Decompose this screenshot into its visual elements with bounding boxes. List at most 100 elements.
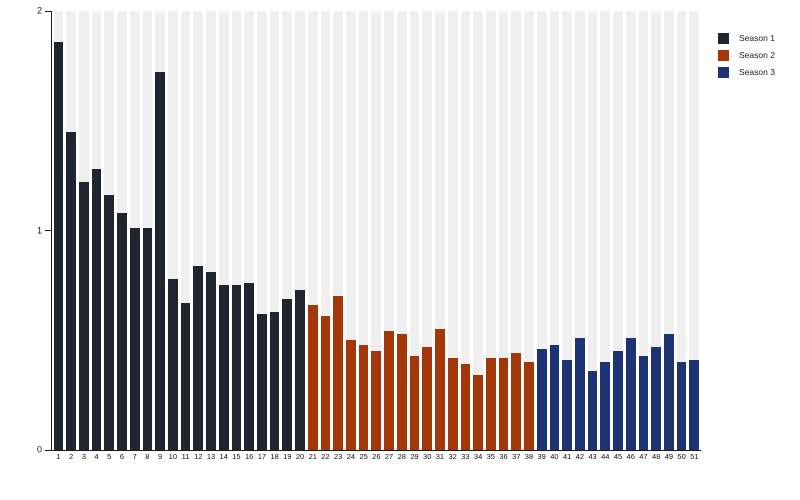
bar [625, 338, 636, 450]
category-band [320, 11, 331, 450]
category-band [231, 11, 242, 450]
x-tick-label: 8 [145, 452, 150, 461]
bar [78, 182, 89, 450]
category-band [409, 11, 420, 450]
bar-column [319, 11, 332, 450]
bar-column [650, 11, 663, 450]
category-band [180, 11, 191, 450]
bar-column [637, 11, 650, 450]
bar [384, 331, 394, 450]
bar [447, 357, 458, 450]
bar [524, 362, 534, 450]
legend-swatch-season-1 [718, 32, 729, 44]
x-tick-label: 28 [397, 452, 406, 461]
bar-column [548, 11, 561, 450]
category-band [396, 11, 407, 450]
y-tick-label: 2 [36, 5, 42, 16]
x-tick-label: 31 [435, 452, 445, 461]
x-tick-label: 33 [461, 452, 470, 461]
category-band [257, 11, 267, 450]
y-tick-mark [45, 10, 51, 12]
category-band [193, 11, 204, 450]
x-tick-label: 7 [132, 452, 137, 461]
category-band [218, 11, 229, 450]
plot-area [51, 11, 701, 451]
category-band [167, 11, 178, 450]
category-band [498, 11, 509, 450]
bar-column [497, 11, 510, 450]
x-tick-label: 22 [321, 452, 330, 461]
category-band [447, 11, 458, 450]
y-axis-ticks [45, 10, 51, 451]
category-band [638, 11, 649, 450]
category-band [384, 11, 394, 450]
category-band [562, 11, 572, 450]
x-tick-label: 34 [473, 452, 483, 461]
bar [333, 296, 344, 450]
x-tick-label: 36 [499, 452, 508, 461]
legend-label-season-2: Season 2 [739, 49, 775, 60]
bar-column [484, 11, 497, 450]
bar-column [65, 11, 78, 450]
bar-column [243, 11, 256, 450]
bar-column [624, 11, 637, 450]
category-band [524, 11, 534, 450]
bar [371, 351, 382, 450]
bar [511, 353, 522, 450]
bar-column [268, 11, 281, 450]
category-band [651, 11, 661, 450]
bar-column [256, 11, 269, 450]
legend-label-season-3: Season 3 [739, 66, 775, 77]
x-tick-label: 3 [81, 452, 86, 461]
category-band [269, 11, 280, 450]
category-band [485, 11, 496, 450]
bar-column [523, 11, 536, 450]
x-tick-label: 13 [206, 452, 216, 461]
bar [142, 228, 153, 450]
bar-column [281, 11, 294, 450]
x-tick-label: 51 [690, 452, 699, 461]
category-band [307, 11, 318, 450]
bar-column [230, 11, 243, 450]
bar [66, 131, 76, 450]
bar-column [675, 11, 688, 450]
bar [358, 344, 369, 450]
y-tick-mark [45, 449, 51, 451]
bar-column [535, 11, 548, 450]
x-tick-label: 23 [334, 452, 343, 461]
x-tick-label: 18 [270, 452, 279, 461]
category-band [664, 11, 674, 450]
x-tick-label: 42 [575, 452, 584, 461]
category-band [625, 11, 636, 450]
bar [409, 355, 420, 450]
x-tick-label: 1 [56, 452, 61, 461]
bar [613, 351, 623, 450]
category-band [511, 11, 522, 450]
bar [422, 346, 433, 450]
bar-column [510, 11, 523, 450]
x-tick-label: 35 [486, 452, 495, 461]
category-band [206, 11, 216, 450]
category-band [587, 11, 598, 450]
bar [396, 333, 407, 450]
x-tick-label: 12 [194, 452, 203, 461]
legend-item-season-3: Season 3 [718, 66, 775, 78]
bar [155, 72, 165, 450]
legend-label-season-1: Season 1 [739, 32, 775, 43]
x-tick-label: 44 [601, 452, 610, 461]
bar [587, 370, 598, 450]
bar-column [573, 11, 586, 450]
bar [485, 357, 496, 450]
bar [231, 285, 242, 450]
x-tick-label: 15 [232, 452, 241, 461]
bar [435, 329, 445, 450]
bar-column [306, 11, 319, 450]
x-tick-label: 10 [168, 452, 177, 461]
x-tick-label: 5 [107, 452, 112, 461]
x-tick-label: 32 [448, 452, 457, 461]
bar [218, 285, 229, 450]
bar [562, 360, 572, 450]
x-tick-label: 4 [94, 452, 99, 461]
category-band [549, 11, 560, 450]
